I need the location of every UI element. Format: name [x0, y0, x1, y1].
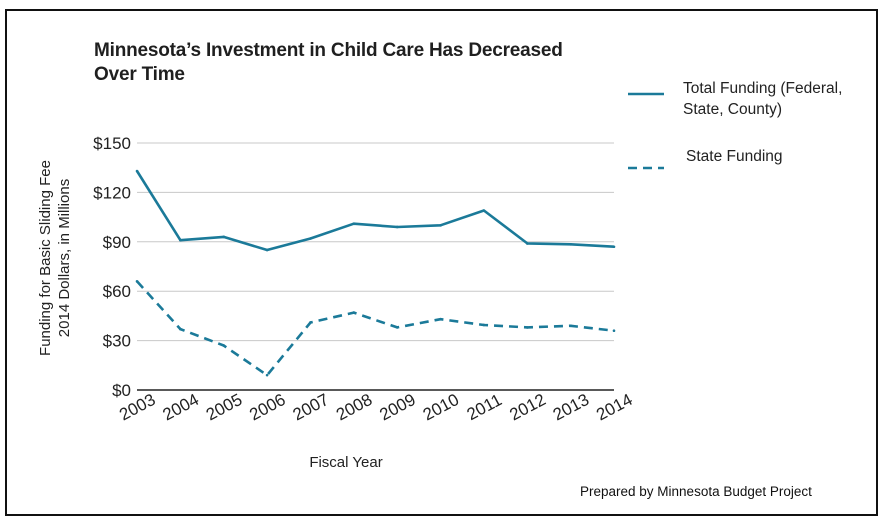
- legend-label-total-line-2: State, County): [683, 101, 783, 118]
- series-point: [135, 280, 139, 283]
- series-line-state-funding: [136, 280, 615, 377]
- series-point: [395, 326, 399, 329]
- series-point: [525, 326, 529, 329]
- series-point: [179, 327, 182, 331]
- series-point: [439, 317, 442, 321]
- series-point: [135, 169, 139, 173]
- x-tick-label: 2014: [593, 390, 635, 425]
- chart-title-line-1: Minnesota’s Investment in Child Care Has…: [94, 40, 563, 61]
- x-tick-label: 2009: [376, 390, 418, 425]
- series-point: [569, 324, 572, 328]
- legend-label-total-line-1: Total Funding (Federal,: [683, 80, 843, 97]
- series-point: [309, 237, 312, 240]
- series-point: [179, 238, 182, 242]
- series-point: [309, 321, 312, 324]
- series-point: [352, 311, 356, 314]
- legend-label-total: Total Funding (Federal, State, County): [683, 78, 842, 120]
- x-tick-label: 2013: [550, 390, 592, 425]
- x-tick-label: 2011: [464, 390, 505, 424]
- y-tick-label: $0: [112, 381, 131, 400]
- series-point: [482, 209, 486, 212]
- y-tick-labels: $0 $30 $60 $90 $120 $150: [93, 134, 131, 400]
- y-tick-label: $90: [103, 233, 131, 252]
- x-tick-label: 2008: [333, 390, 375, 425]
- x-tick-label: 2007: [290, 390, 332, 425]
- footer-credit: Prepared by Minnesota Budget Project: [580, 484, 812, 499]
- x-tick-label: 2010: [420, 390, 462, 425]
- series-point: [222, 344, 226, 347]
- y-tick-label: $150: [93, 134, 131, 153]
- series-point: [612, 329, 616, 333]
- series-point: [265, 248, 269, 252]
- x-tick-label: 2005: [203, 390, 245, 425]
- series-point: [439, 224, 442, 227]
- y-tick-label: $60: [103, 282, 131, 301]
- y-tick-label: $120: [93, 183, 131, 202]
- series-point: [612, 245, 616, 249]
- y-axis-label-line-1: Funding for Basic Sliding Fee: [37, 160, 54, 356]
- series-line-total-funding: [135, 170, 615, 252]
- y-axis-label-line-2: 2014 Dollars, in Millions: [56, 179, 73, 337]
- grid-lines: [137, 142, 614, 391]
- x-tick-labels: 2003 2004 2005 2006 2007 2008 2009 2010 2011 2012…: [116, 390, 635, 425]
- series-point: [352, 222, 356, 225]
- x-tick-label: 2004: [160, 390, 202, 425]
- series-point: [265, 373, 269, 377]
- chart-frame: [5, 9, 878, 516]
- series-lines: [135, 169, 616, 377]
- y-tick-label: $30: [103, 332, 131, 351]
- chart-title-line-2: Over Time: [94, 64, 185, 85]
- x-axis-label: Fiscal Year: [309, 454, 382, 471]
- legend-swatches: [628, 92, 664, 170]
- x-tick-label: 2006: [246, 390, 288, 425]
- x-tick-label: 2012: [507, 390, 549, 425]
- series-point: [395, 225, 399, 229]
- series-point: [482, 323, 486, 327]
- series-point: [222, 235, 226, 239]
- legend-label-state: State Funding: [686, 148, 783, 165]
- series-point: [525, 242, 529, 245]
- series-point: [569, 242, 572, 246]
